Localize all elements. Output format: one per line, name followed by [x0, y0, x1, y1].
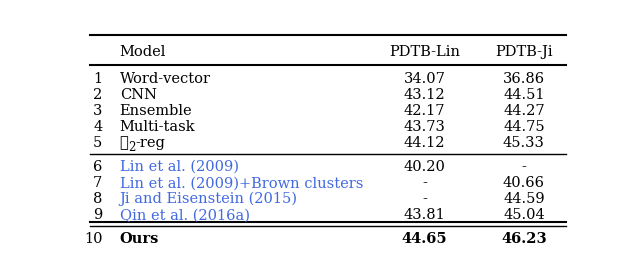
Text: Ensemble: Ensemble: [120, 103, 192, 117]
Text: 4: 4: [93, 120, 102, 134]
Text: 44.65: 44.65: [402, 231, 447, 245]
Text: Word-vector: Word-vector: [120, 71, 211, 85]
Text: ℓ: ℓ: [120, 136, 129, 150]
Text: 9: 9: [93, 208, 102, 221]
Text: 5: 5: [93, 136, 102, 150]
Text: 10: 10: [84, 231, 102, 245]
Text: PDTB-Ji: PDTB-Ji: [495, 45, 553, 59]
Text: PDTB-Lin: PDTB-Lin: [389, 45, 460, 59]
Text: Ours: Ours: [120, 231, 159, 245]
Text: 44.51: 44.51: [503, 87, 545, 101]
Text: 36.86: 36.86: [503, 71, 545, 85]
Text: 40.20: 40.20: [404, 160, 445, 173]
Text: Ji and Eisenstein (2015): Ji and Eisenstein (2015): [120, 191, 298, 206]
Text: -: -: [522, 160, 526, 173]
Text: 40.66: 40.66: [503, 176, 545, 189]
Text: -: -: [422, 176, 427, 189]
Text: 8: 8: [93, 192, 102, 205]
Text: 44.75: 44.75: [503, 120, 545, 134]
Text: 1: 1: [93, 71, 102, 85]
Text: 7: 7: [93, 176, 102, 189]
Text: 44.59: 44.59: [503, 192, 545, 205]
Text: 43.81: 43.81: [404, 208, 445, 221]
Text: 43.12: 43.12: [404, 87, 445, 101]
Text: Multi-task: Multi-task: [120, 120, 195, 134]
Text: Lin et al. (2009)+Brown clusters: Lin et al. (2009)+Brown clusters: [120, 176, 363, 189]
Text: 2: 2: [93, 87, 102, 101]
Text: -reg: -reg: [135, 136, 165, 150]
Text: CNN: CNN: [120, 87, 157, 101]
Text: Lin et al. (2009): Lin et al. (2009): [120, 160, 239, 173]
Text: 2: 2: [128, 140, 136, 153]
Text: 45.04: 45.04: [503, 208, 545, 221]
Text: Model: Model: [120, 45, 166, 59]
Text: 46.23: 46.23: [501, 231, 547, 245]
Text: 42.17: 42.17: [404, 103, 445, 117]
Text: 6: 6: [93, 160, 102, 173]
Text: 44.27: 44.27: [503, 103, 545, 117]
Text: Qin et al. (2016a): Qin et al. (2016a): [120, 208, 250, 221]
Text: -: -: [422, 192, 427, 205]
Text: 45.33: 45.33: [503, 136, 545, 150]
Text: 44.12: 44.12: [404, 136, 445, 150]
Text: 43.73: 43.73: [404, 120, 445, 134]
Text: 34.07: 34.07: [404, 71, 445, 85]
Text: 3: 3: [93, 103, 102, 117]
